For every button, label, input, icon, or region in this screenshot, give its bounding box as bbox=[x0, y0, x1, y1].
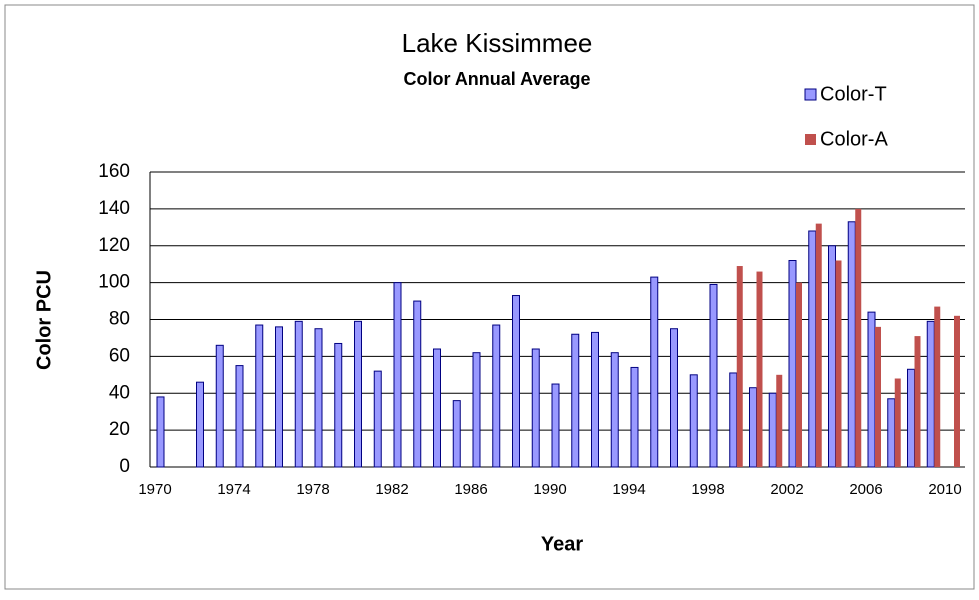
y-tick-label: 40 bbox=[109, 382, 130, 403]
x-tick-label: 1986 bbox=[454, 481, 487, 498]
bar bbox=[768, 392, 777, 468]
bar bbox=[413, 300, 422, 468]
bar bbox=[670, 328, 678, 468]
bar bbox=[630, 366, 639, 468]
bar bbox=[749, 387, 757, 468]
y-tick-label: 20 bbox=[109, 419, 130, 440]
bar bbox=[907, 368, 915, 468]
bar bbox=[934, 306, 941, 467]
bar bbox=[393, 282, 402, 468]
x-axis-title: Year bbox=[541, 533, 583, 555]
bar bbox=[729, 372, 738, 468]
x-tick-label: 2006 bbox=[849, 481, 882, 498]
bar bbox=[914, 336, 921, 467]
bar bbox=[689, 374, 698, 468]
x-tick-label: 1994 bbox=[612, 481, 645, 498]
bar bbox=[275, 326, 283, 468]
bar bbox=[867, 311, 876, 468]
bar bbox=[736, 266, 743, 467]
bar bbox=[531, 348, 540, 468]
chart-title: Lake Kissimmee bbox=[402, 28, 593, 58]
bar bbox=[875, 326, 881, 467]
x-tick-label: 1970 bbox=[138, 481, 171, 498]
bar bbox=[709, 283, 718, 468]
x-tick-label: 1978 bbox=[296, 481, 329, 498]
bar bbox=[373, 370, 382, 468]
bar bbox=[215, 344, 224, 468]
bar bbox=[492, 324, 501, 468]
bar bbox=[235, 365, 244, 468]
y-axis-title: Color PCU bbox=[33, 270, 55, 370]
bar bbox=[452, 400, 461, 468]
bar bbox=[887, 398, 896, 468]
x-tick-label: 1990 bbox=[533, 481, 566, 498]
y-tick-label: 80 bbox=[109, 309, 130, 330]
bar bbox=[196, 381, 204, 468]
bar bbox=[472, 352, 481, 468]
bar bbox=[756, 271, 763, 467]
bar bbox=[855, 208, 862, 467]
y-tick-label: 160 bbox=[98, 161, 130, 182]
x-tick-label: 1974 bbox=[217, 481, 250, 498]
bar bbox=[788, 260, 797, 468]
bar bbox=[650, 276, 659, 468]
bar bbox=[156, 396, 165, 468]
legend-label: Color-A bbox=[820, 128, 888, 150]
x-tick-label: 2010 bbox=[928, 481, 961, 498]
bar bbox=[926, 320, 935, 468]
bar bbox=[835, 260, 842, 467]
chart-subtitle: Color Annual Average bbox=[403, 69, 590, 89]
bar bbox=[314, 328, 323, 468]
x-tick-label: 2002 bbox=[770, 481, 803, 498]
bar bbox=[954, 315, 960, 467]
bar bbox=[796, 282, 802, 467]
y-tick-label: 0 bbox=[119, 456, 130, 477]
bar bbox=[591, 331, 599, 468]
legend-swatch bbox=[805, 134, 816, 145]
bar bbox=[808, 230, 817, 468]
x-tick-label: 1982 bbox=[375, 481, 408, 498]
y-tick-label: 140 bbox=[98, 198, 130, 219]
bar bbox=[610, 352, 619, 468]
bar bbox=[354, 320, 362, 468]
bar bbox=[571, 333, 580, 468]
bar bbox=[433, 348, 441, 468]
legend-swatch bbox=[804, 88, 817, 101]
bar bbox=[551, 383, 560, 468]
bar bbox=[894, 378, 901, 467]
y-tick-label: 60 bbox=[109, 345, 130, 366]
bar bbox=[815, 223, 822, 467]
bar bbox=[776, 374, 783, 467]
bar bbox=[828, 245, 836, 468]
bar bbox=[512, 295, 520, 468]
bar bbox=[847, 221, 856, 468]
bar bbox=[294, 320, 303, 468]
y-tick-label: 120 bbox=[98, 235, 130, 256]
x-tick-label: 1998 bbox=[691, 481, 724, 498]
legend-label: Color-T bbox=[820, 83, 887, 105]
bar bbox=[334, 342, 343, 468]
y-tick-label: 100 bbox=[98, 272, 130, 293]
bar bbox=[255, 324, 264, 468]
